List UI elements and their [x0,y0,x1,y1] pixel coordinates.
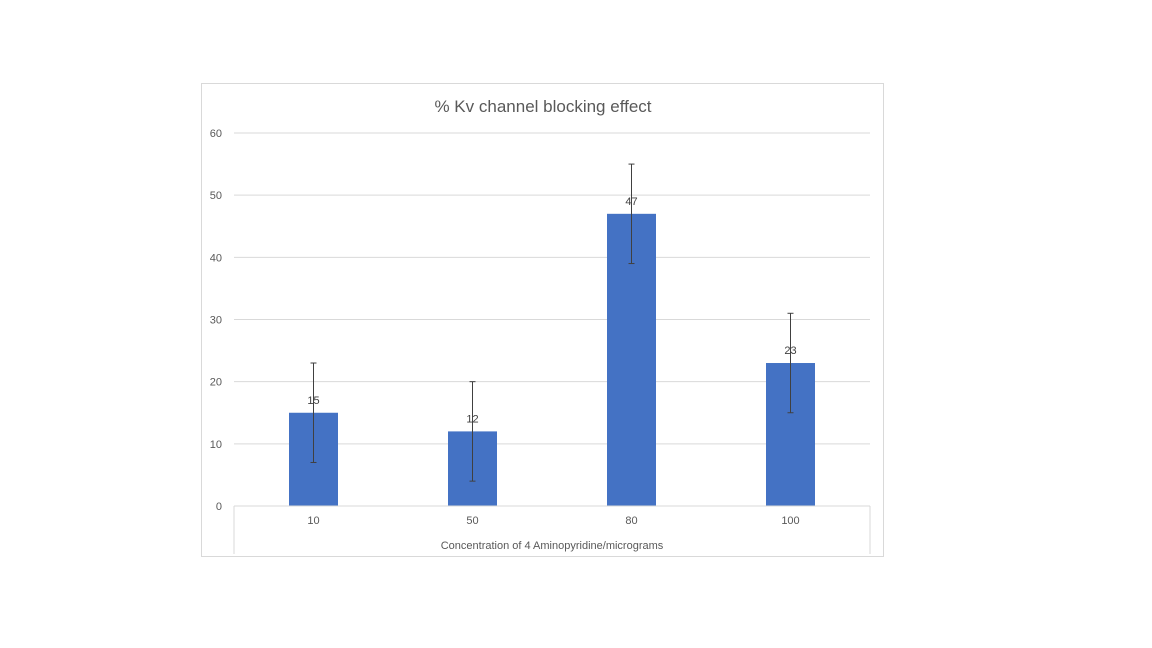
y-axis-ticks: 0 10 20 30 40 50 60 [210,128,222,513]
chart-title: % Kv channel blocking effect [434,97,651,116]
x-axis: 10 50 80 100 [233,505,871,554]
data-label: 12 [466,413,478,425]
error-bars [310,163,794,482]
data-label: 15 [307,395,319,407]
y-tick-label: 50 [210,190,222,202]
x-axis-title: Concentration of 4 Aminopyridine/microgr… [441,540,664,552]
x-tick-label: 80 [625,515,637,527]
y-tick-label: 30 [210,315,222,327]
data-label: 23 [784,345,796,357]
chart-frame: % Kv channel blocking effect 0 10 20 30 40 50… [201,83,884,557]
y-tick-label: 60 [210,128,222,140]
x-tick-label: 100 [781,515,799,527]
bar-chart: % Kv channel blocking effect 0 10 20 30 40 50… [210,97,871,554]
x-tick-label: 50 [466,515,478,527]
y-tick-label: 10 [210,439,222,451]
x-tick-label: 10 [307,515,319,527]
y-tick-label: 20 [210,377,222,389]
data-labels: 15 12 47 23 [307,196,796,426]
y-tick-label: 40 [210,252,222,264]
y-tick-label: 0 [216,501,222,513]
gridlines [234,132,870,445]
data-label: 47 [625,196,637,208]
